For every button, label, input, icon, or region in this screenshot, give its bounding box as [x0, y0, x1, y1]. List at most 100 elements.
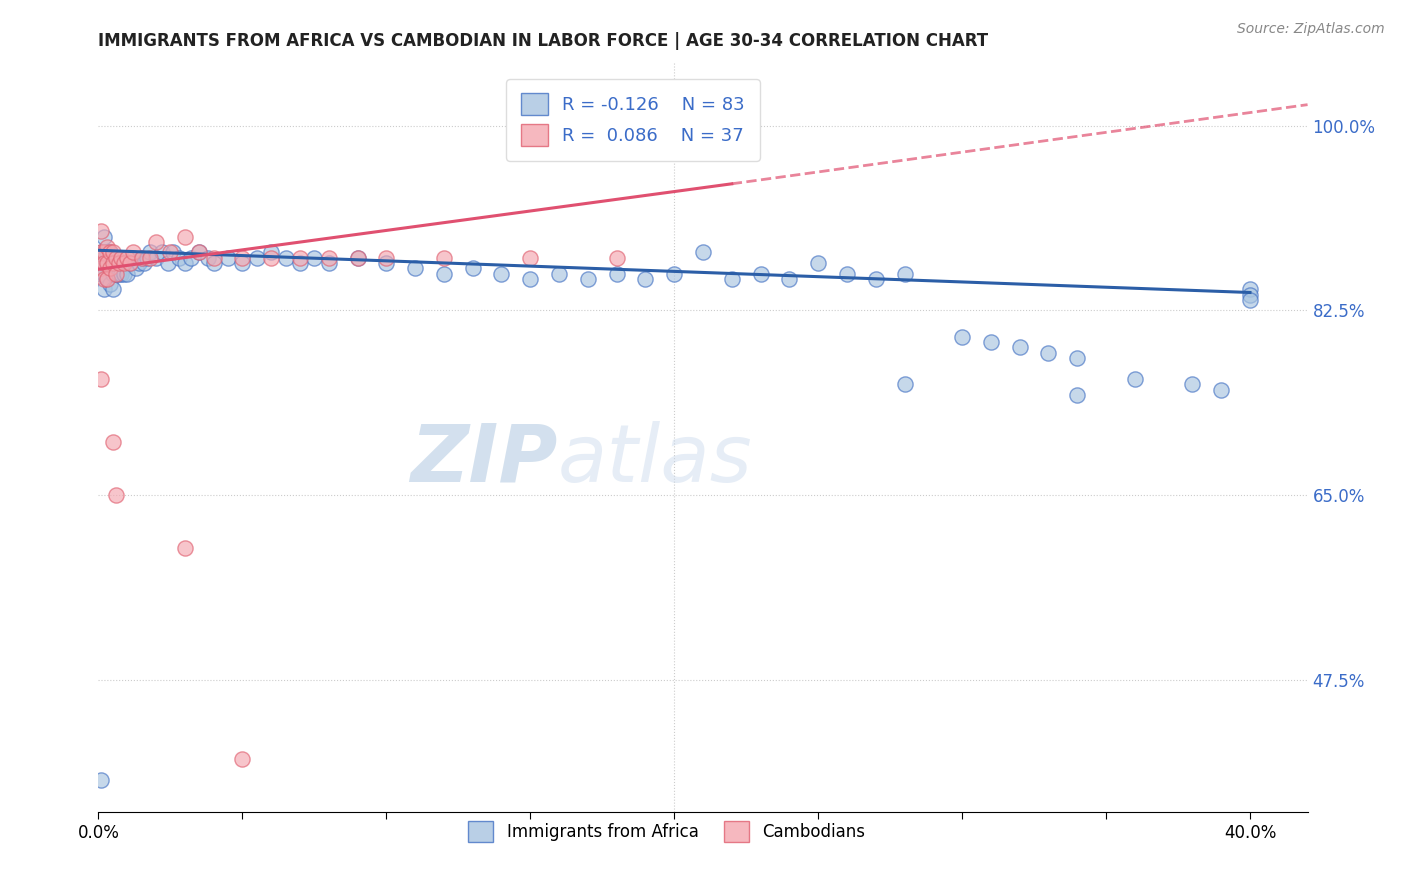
Point [231, 251, 253, 265]
Point [93, 282, 115, 296]
Point [104, 488, 127, 502]
Point [167, 251, 190, 265]
Point [136, 251, 159, 265]
Point [156, 256, 179, 270]
Point [115, 251, 138, 265]
Point [173, 256, 195, 270]
Point [548, 267, 571, 281]
Point [104, 267, 127, 281]
Point [112, 251, 135, 265]
Text: ZIP: ZIP [411, 420, 558, 499]
Point [120, 256, 142, 270]
Point [120, 256, 142, 270]
Point [375, 251, 398, 265]
Point [98, 261, 121, 276]
Point [1008, 340, 1031, 354]
Point [375, 256, 398, 270]
Point [125, 261, 148, 276]
Point [96, 272, 118, 286]
Point [90, 267, 112, 281]
Point [101, 245, 124, 260]
Point [519, 251, 541, 265]
Point [93, 272, 115, 286]
Point [274, 251, 297, 265]
Point [112, 256, 135, 270]
Legend: Immigrants from Africa, Cambodians: Immigrants from Africa, Cambodians [461, 814, 872, 848]
Point [110, 251, 132, 265]
Point [404, 261, 426, 276]
Point [893, 267, 915, 281]
Point [288, 251, 311, 265]
Point [491, 267, 513, 281]
Point [104, 267, 127, 281]
Point [634, 272, 657, 286]
Point [101, 267, 124, 281]
Point [101, 251, 124, 265]
Point [835, 267, 858, 281]
Point [90, 372, 112, 386]
Point [980, 335, 1002, 350]
Point [93, 229, 115, 244]
Point [159, 245, 181, 260]
Text: atlas: atlas [558, 420, 752, 499]
Point [90, 245, 112, 260]
Point [131, 251, 153, 265]
Point [101, 282, 124, 296]
Point [664, 267, 686, 281]
Point [145, 251, 167, 265]
Point [1239, 282, 1261, 296]
Point [90, 224, 112, 238]
Point [93, 245, 115, 260]
Point [260, 245, 283, 260]
Point [134, 256, 156, 270]
Point [101, 256, 124, 270]
Point [150, 245, 173, 260]
Point [110, 251, 132, 265]
Point [139, 245, 162, 260]
Point [231, 256, 253, 270]
Text: Source: ZipAtlas.com: Source: ZipAtlas.com [1237, 22, 1385, 37]
Point [346, 251, 368, 265]
Point [107, 251, 129, 265]
Point [1181, 377, 1204, 392]
Point [90, 261, 112, 276]
Point [202, 256, 225, 270]
Point [260, 251, 283, 265]
Point [246, 251, 269, 265]
Point [576, 272, 599, 286]
Point [1239, 287, 1261, 301]
Point [96, 256, 118, 270]
Point [115, 267, 138, 281]
Point [107, 256, 129, 270]
Point [865, 272, 887, 286]
Point [202, 251, 225, 265]
Point [101, 435, 124, 450]
Point [318, 251, 340, 265]
Point [304, 251, 326, 265]
Point [93, 251, 115, 265]
Point [173, 541, 195, 555]
Point [173, 229, 195, 244]
Point [96, 240, 118, 254]
Point [98, 277, 121, 291]
Point [110, 267, 132, 281]
Point [96, 256, 118, 270]
Point [433, 267, 456, 281]
Point [1211, 383, 1233, 397]
Point [104, 251, 127, 265]
Point [1123, 372, 1146, 386]
Point [131, 251, 153, 265]
Point [433, 251, 456, 265]
Point [115, 251, 138, 265]
Point [96, 245, 118, 260]
Point [606, 251, 628, 265]
Point [1239, 293, 1261, 307]
Point [90, 256, 112, 270]
Point [217, 251, 239, 265]
Point [288, 256, 311, 270]
Point [950, 330, 973, 344]
Point [197, 251, 219, 265]
Point [519, 272, 541, 286]
Point [346, 251, 368, 265]
Point [122, 245, 145, 260]
